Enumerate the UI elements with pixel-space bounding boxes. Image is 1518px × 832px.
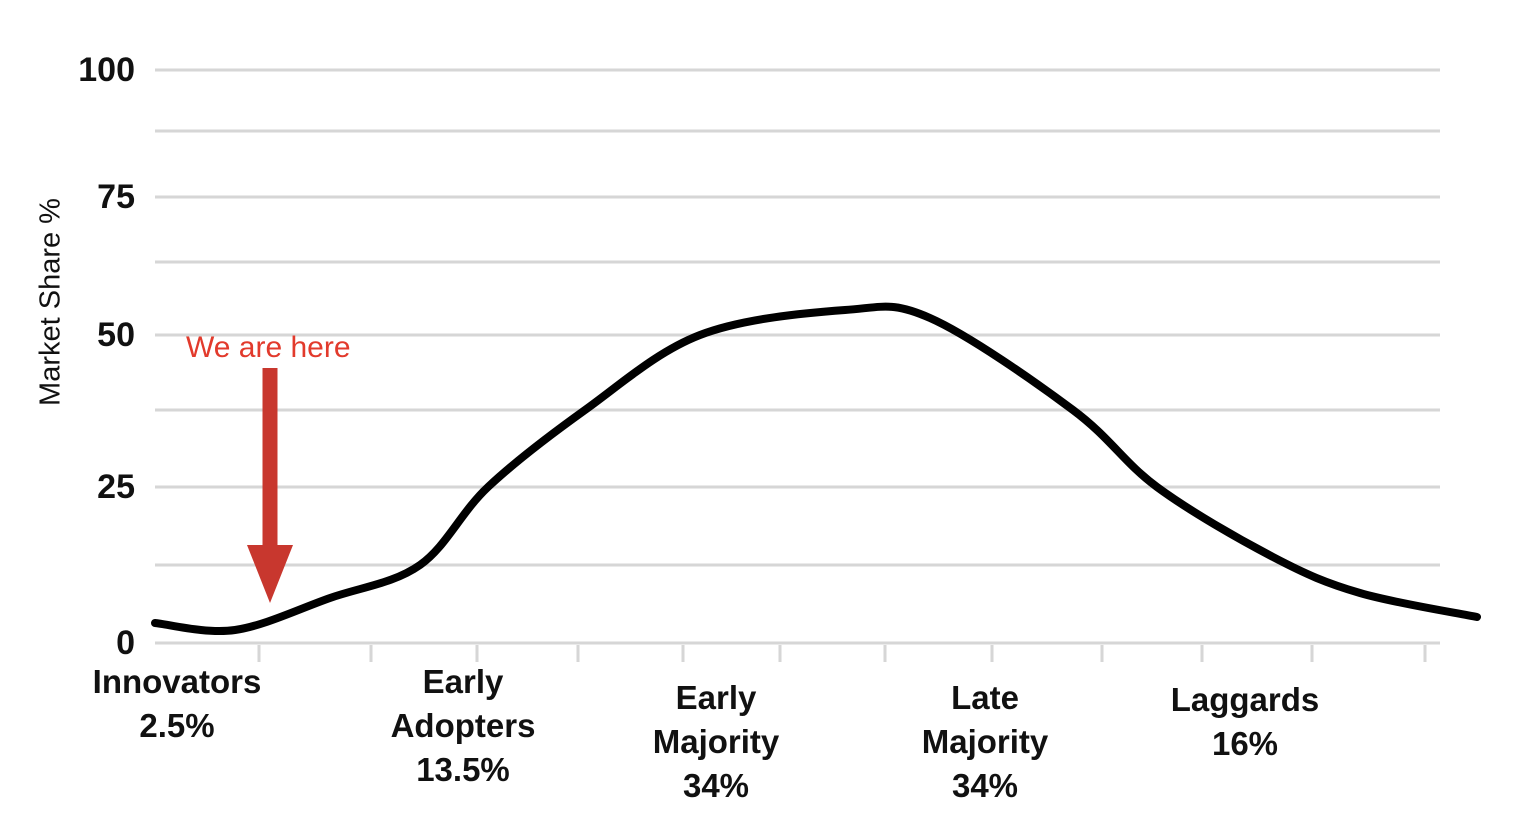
down-arrow-head: [247, 545, 293, 603]
x-category-label-line: 16%: [1211, 725, 1279, 762]
x-category-label: Laggards 16%: [1171, 678, 1320, 766]
x-category-label: Late Majority 34%: [922, 676, 1049, 808]
x-category-label-line: 34%: [682, 767, 750, 804]
x-category-label-line: Majority: [921, 723, 1049, 760]
x-category-label: Early Adopters 13.5%: [391, 660, 536, 792]
x-category-label: Innovators 2.5%: [93, 660, 262, 748]
x-category-label-line: 2.5%: [139, 707, 215, 744]
x-category-label-line: Adopters: [390, 707, 536, 744]
y-tick-label: 25: [97, 468, 135, 506]
x-category-label-line: 13.5%: [416, 751, 510, 788]
x-category-label-line: Late: [951, 679, 1019, 716]
x-category-label-line: Innovators: [92, 663, 262, 700]
y-tick-label: 0: [116, 624, 135, 662]
x-category-label-line: 34%: [951, 767, 1019, 804]
down-arrow-shaft: [262, 368, 278, 547]
x-category-label-line: Early: [675, 679, 757, 716]
x-category-label: Early Majority 34%: [653, 676, 780, 808]
y-axis-title: Market Share %: [34, 198, 67, 406]
we-are-here-label: We are here: [186, 331, 351, 364]
y-tick-label: 100: [78, 51, 135, 89]
adoption-curve-line: [151, 302, 1481, 635]
x-category-label-line: Laggards: [1170, 681, 1320, 718]
x-category-label-line: Majority: [652, 723, 780, 760]
y-tick-label: 50: [97, 316, 135, 354]
x-category-label-line: Early: [422, 663, 504, 700]
y-tick-label: 75: [97, 178, 135, 216]
